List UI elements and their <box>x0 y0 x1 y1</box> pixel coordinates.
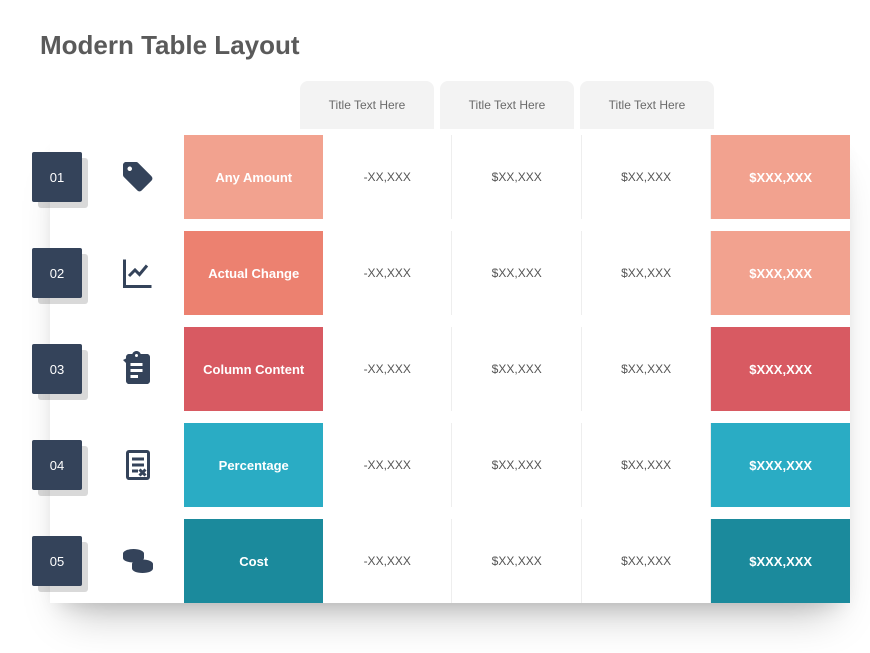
row-label: Any Amount <box>184 135 323 219</box>
row-total: $XXX,XXX <box>711 135 850 219</box>
row-number-badge: 02 <box>32 248 82 298</box>
table-row: 02Actual Change-XX,XXX$XX,XXX$XX,XXX$XXX… <box>50 231 850 315</box>
row-number-badge: 05 <box>32 536 82 586</box>
data-cell: $XX,XXX <box>452 135 581 219</box>
data-cell: $XX,XXX <box>582 519 711 603</box>
row-total: $XXX,XXX <box>711 519 850 603</box>
data-cell: -XX,XXX <box>323 327 452 411</box>
column-header: Title Text Here <box>300 81 434 129</box>
coins-icon <box>92 519 184 603</box>
row-number: 01 <box>32 152 82 202</box>
column-header: Title Text Here <box>440 81 574 129</box>
table-row: 04Percentage-XX,XXX$XX,XXX$XX,XXX$XXX,XX… <box>50 423 850 507</box>
data-cell: $XX,XXX <box>452 519 581 603</box>
row-label: Column Content <box>184 327 323 411</box>
data-cell: $XX,XXX <box>582 135 711 219</box>
row-number: 02 <box>32 248 82 298</box>
row-number-badge: 03 <box>32 344 82 394</box>
row-label: Cost <box>184 519 323 603</box>
table: Title Text Here Title Text Here Title Te… <box>50 81 850 603</box>
table-row: 05Cost-XX,XXX$XX,XXX$XX,XXX$XXX,XXX <box>50 519 850 603</box>
document-icon <box>92 423 184 507</box>
chart-icon <box>92 231 184 315</box>
data-cell: -XX,XXX <box>323 231 452 315</box>
row-number: 04 <box>32 440 82 490</box>
table-row: 01Any Amount-XX,XXX$XX,XXX$XX,XXX$XXX,XX… <box>50 135 850 219</box>
data-cell: $XX,XXX <box>582 423 711 507</box>
row-total: $XXX,XXX <box>711 423 850 507</box>
row-number: 03 <box>32 344 82 394</box>
row-number-badge: 04 <box>32 440 82 490</box>
page-title: Modern Table Layout <box>40 30 850 61</box>
data-cell: $XX,XXX <box>582 327 711 411</box>
data-cell: -XX,XXX <box>323 519 452 603</box>
data-cell: -XX,XXX <box>323 135 452 219</box>
row-number: 05 <box>32 536 82 586</box>
row-total: $XXX,XXX <box>711 231 850 315</box>
data-cell: $XX,XXX <box>452 423 581 507</box>
column-header: Title Text Here <box>580 81 714 129</box>
table-header-row: Title Text Here Title Text Here Title Te… <box>300 81 850 129</box>
data-cell: $XX,XXX <box>452 327 581 411</box>
row-total: $XXX,XXX <box>711 327 850 411</box>
row-label: Percentage <box>184 423 323 507</box>
table-body: 01Any Amount-XX,XXX$XX,XXX$XX,XXX$XXX,XX… <box>50 135 850 603</box>
table-row: 03Column Content-XX,XXX$XX,XXX$XX,XXX$XX… <box>50 327 850 411</box>
data-cell: $XX,XXX <box>582 231 711 315</box>
tag-icon <box>92 135 184 219</box>
data-cell: -XX,XXX <box>323 423 452 507</box>
data-cell: $XX,XXX <box>452 231 581 315</box>
clipboard-icon <box>92 327 184 411</box>
row-label: Actual Change <box>184 231 323 315</box>
row-number-badge: 01 <box>32 152 82 202</box>
